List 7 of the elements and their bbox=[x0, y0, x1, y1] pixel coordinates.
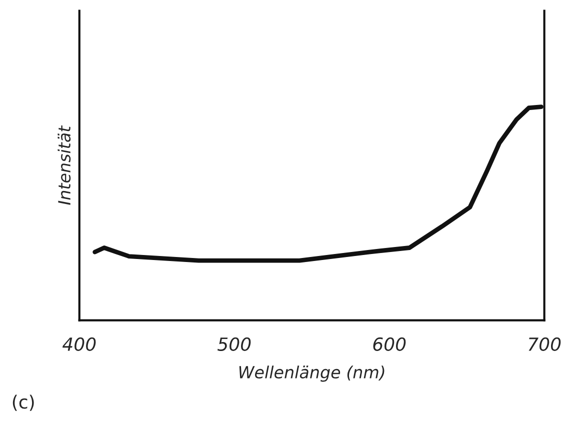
x-tick-label: 400 bbox=[62, 337, 96, 351]
y-axis-title: Intensität bbox=[58, 125, 71, 205]
x-tick-label: 700 bbox=[528, 337, 561, 351]
x-tick-label: 500 bbox=[217, 337, 251, 351]
text: (c) bbox=[12, 394, 34, 411]
x-axis-title: Wellenlänge (nm) bbox=[239, 366, 384, 382]
x-tick-label: 600 bbox=[373, 337, 406, 351]
